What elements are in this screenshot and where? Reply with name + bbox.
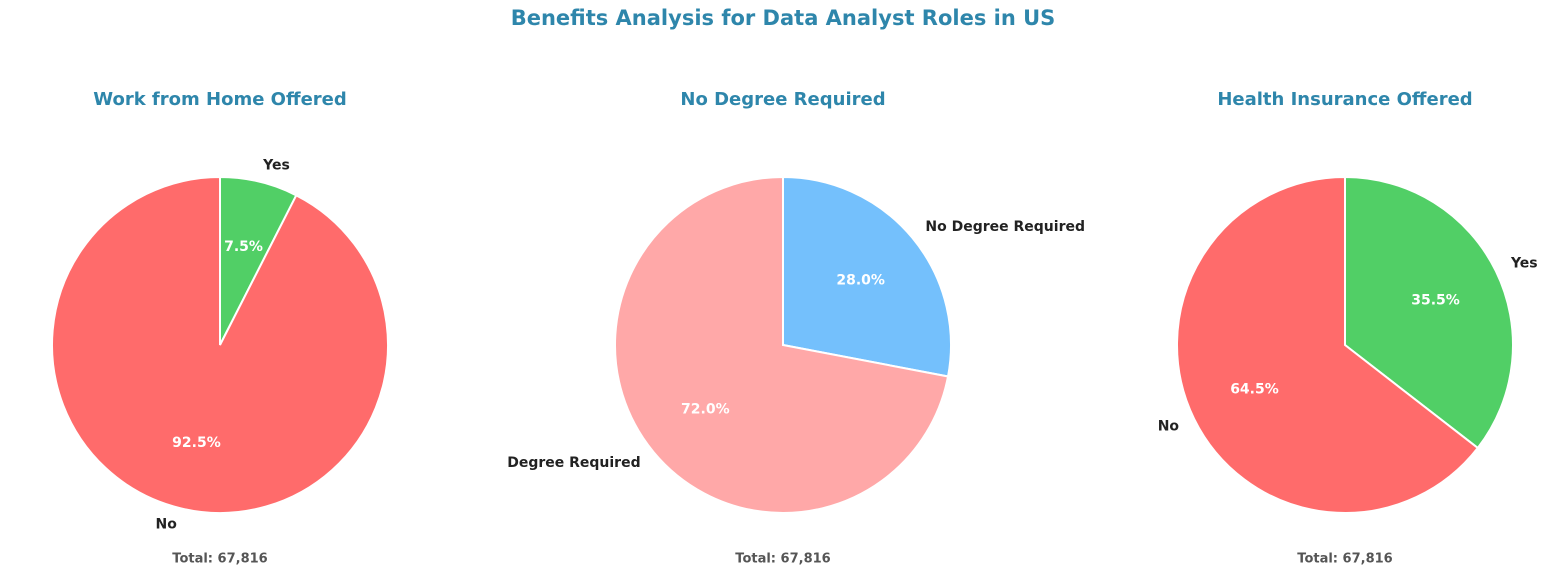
percent-label: 64.5% [1230, 381, 1279, 397]
chart-title: Health Insurance Offered [1217, 89, 1472, 110]
slice-label: Yes [1510, 256, 1538, 272]
slice-label: No [156, 517, 178, 533]
total-label: Total: 67,816 [735, 552, 830, 567]
percent-label: 35.5% [1411, 293, 1460, 309]
pie-slice [614, 175, 950, 514]
pie-slice [782, 175, 952, 378]
chart-title: Work from Home Offered [93, 89, 347, 110]
slice-label: Degree Required [507, 455, 640, 471]
chart-title: No Degree Required [680, 89, 885, 110]
percent-label: 92.5% [172, 435, 221, 451]
pie-slice [51, 175, 389, 514]
figure-title: Benefits Analysis for Data Analyst Roles… [511, 6, 1056, 30]
percent-label: 28.0% [836, 273, 885, 289]
slice-label: No Degree Required [925, 219, 1085, 235]
pie-slice [1344, 175, 1514, 450]
percent-label: 72.0% [681, 401, 730, 417]
slice-label: Yes [262, 157, 290, 173]
slice-label: No [1158, 418, 1180, 434]
pie-slice [1176, 175, 1480, 514]
percent-label: 7.5% [224, 239, 263, 255]
total-label: Total: 67,816 [172, 552, 267, 567]
total-label: Total: 67,816 [1297, 552, 1392, 567]
